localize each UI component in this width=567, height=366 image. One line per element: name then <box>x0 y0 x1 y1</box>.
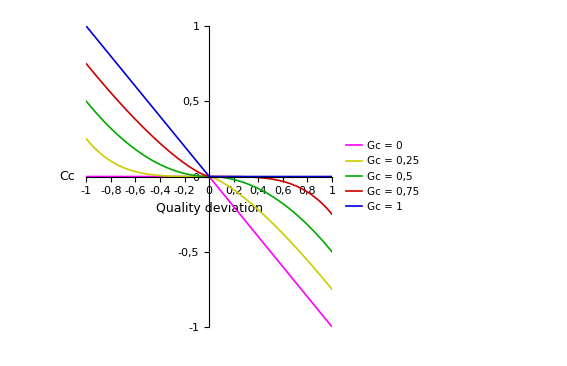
Gc = 0 <box>196 174 202 179</box>
Gc = 0,25 <box>321 278 328 283</box>
Gc = 0,5 <box>321 241 328 245</box>
Gc = 1 <box>95 40 102 44</box>
Gc = 0,75 <box>321 204 328 208</box>
Gc = 0,5 <box>328 249 335 254</box>
Gc = 0,25 <box>321 278 328 283</box>
Gc = 0,5 <box>196 174 202 178</box>
Gc = 1 <box>202 170 209 175</box>
Line: Gc = 1: Gc = 1 <box>86 26 332 176</box>
Gc = 0,25 <box>95 150 102 154</box>
Gc = 0 <box>321 315 328 320</box>
Gc = 0,75 <box>321 204 328 208</box>
Gc = 0,75 <box>328 212 335 216</box>
Y-axis label: Cc: Cc <box>59 170 75 183</box>
Line: Gc = 0: Gc = 0 <box>86 176 332 327</box>
Gc = 0,5 <box>202 174 209 179</box>
Gc = 0,25 <box>202 174 209 179</box>
Line: Gc = 0,75: Gc = 0,75 <box>86 64 332 214</box>
Legend: Gc = 0, Gc = 0,25, Gc = 0,5, Gc = 0,75, Gc = 1: Gc = 0, Gc = 0,25, Gc = 0,5, Gc = 0,75, … <box>342 137 424 216</box>
Gc = 0,75 <box>276 178 283 183</box>
Gc = 0,25 <box>328 287 335 291</box>
Gc = 1 <box>321 174 328 179</box>
Gc = 0 <box>328 325 335 329</box>
Gc = 0 <box>202 174 209 179</box>
Gc = 0,5 <box>95 114 102 118</box>
Gc = 0,25 <box>196 174 202 179</box>
Gc = 1 <box>196 162 202 167</box>
Gc = 1 <box>276 174 283 179</box>
Gc = 0 <box>95 174 102 179</box>
Gc = 0,25 <box>276 228 283 232</box>
Gc = 0,75 <box>196 171 202 175</box>
Gc = 0,25 <box>83 137 90 141</box>
X-axis label: Quality deviation: Quality deviation <box>155 202 263 215</box>
Gc = 0 <box>321 316 328 320</box>
Line: Gc = 0,25: Gc = 0,25 <box>86 139 332 289</box>
Gc = 0 <box>276 261 283 265</box>
Gc = 0,5 <box>83 99 90 104</box>
Gc = 0,75 <box>83 62 90 66</box>
Gc = 0,75 <box>95 77 102 81</box>
Gc = 0,5 <box>321 241 328 245</box>
Gc = 0 <box>83 174 90 179</box>
Gc = 0,5 <box>276 199 283 203</box>
Gc = 1 <box>206 174 213 179</box>
Gc = 1 <box>83 24 90 29</box>
Gc = 0,75 <box>202 173 209 178</box>
Line: Gc = 0,5: Gc = 0,5 <box>86 101 332 251</box>
Gc = 1 <box>328 174 335 179</box>
Gc = 1 <box>321 174 328 179</box>
